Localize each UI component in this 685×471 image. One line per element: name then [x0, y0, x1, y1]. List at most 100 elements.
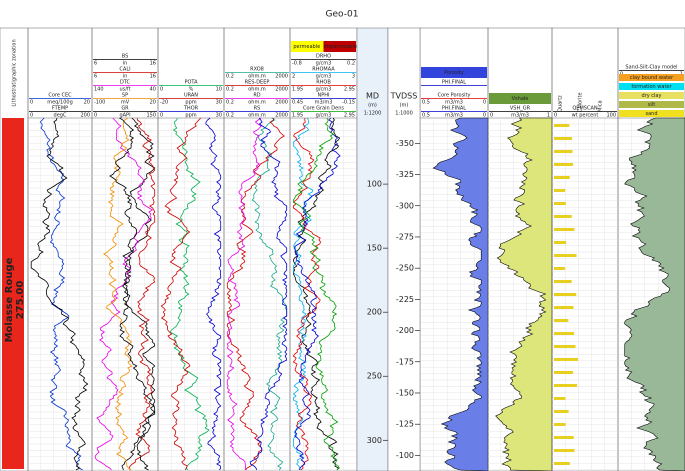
scale-max: -0.15 [342, 100, 355, 106]
sample-bar [554, 176, 570, 179]
legend-label: formation water [631, 84, 672, 90]
curve-trace [292, 117, 341, 471]
scale-max: 0.2 [347, 61, 355, 67]
tick-label: -200 [396, 326, 414, 335]
scale-max: 100 [606, 113, 616, 119]
legend-label: dry clay [642, 93, 662, 99]
fill-texture [495, 117, 553, 471]
legend-box [619, 92, 684, 99]
axis-unit: (m) [368, 103, 377, 109]
scale-max: 200 [80, 113, 90, 119]
tick-label: -125 [396, 420, 414, 429]
curve-trace [94, 117, 154, 471]
curve-name: POTA [184, 80, 198, 86]
sample-bar [554, 449, 575, 452]
scale-min: 1.95 [292, 113, 303, 119]
legend-box [619, 101, 684, 108]
track-frame [617, 27, 685, 471]
scale-max: 20 [150, 100, 156, 106]
scale-max: 30 [216, 113, 222, 119]
axis-label: TVDSS [390, 92, 418, 101]
legend-box [619, 83, 684, 90]
curve-name: RD [253, 93, 260, 99]
scale-min: 1.95 [292, 87, 303, 93]
axis-scale: 1:1000 [395, 111, 413, 117]
tick-label: 300 [367, 436, 382, 445]
sample-bar [554, 462, 570, 465]
track-frame [551, 27, 619, 471]
scale-max: 10 [216, 87, 222, 93]
sample-bar [554, 150, 573, 153]
curve-name: PHI.FINAL [442, 80, 466, 86]
column-label: Chlorite [578, 92, 584, 112]
scale-min: 0 [30, 113, 33, 119]
scale-max: 2.95 [344, 113, 355, 119]
scale-unit: mV [121, 100, 130, 106]
sample-bar [554, 397, 566, 400]
scale-max: 0 [483, 113, 486, 119]
scale-unit: degC [54, 113, 67, 119]
scale-max: 3 [352, 74, 355, 80]
scale-min: 0.2 [226, 87, 234, 93]
curve-name: Core Grain Dens [303, 106, 344, 112]
sample-bar [554, 137, 573, 140]
curve-name: Core Porosity [438, 93, 471, 99]
scale-min: -20 [160, 100, 168, 106]
scale-unit: % [189, 87, 194, 93]
sample-bar [554, 241, 567, 244]
curve-name: DTC [120, 80, 131, 86]
curve-trace [249, 117, 288, 471]
tick-label: 200 [367, 308, 382, 317]
curve-name: BS [122, 54, 129, 60]
curve-name: PHI.FINAL [442, 106, 466, 112]
scale-min: 0.45 [292, 100, 303, 106]
scale-unit: in [123, 61, 128, 67]
tick-label: -300 [396, 201, 414, 210]
tick-label: -275 [396, 232, 414, 241]
scale-max: 2000 [275, 113, 288, 119]
sample-bar [554, 319, 569, 322]
axis-label: MD [366, 92, 379, 101]
curve-trace [226, 117, 262, 471]
scale-unit: g/cm3 [316, 113, 332, 119]
tick-label: -325 [396, 170, 414, 179]
curve-name: VSH_GR [510, 106, 531, 112]
sample-bar [554, 228, 575, 231]
scale-unit: in [123, 74, 128, 80]
curve-trace [205, 117, 222, 471]
scale-unit: wt percent [572, 113, 599, 119]
sample-bar [554, 254, 577, 257]
scale-unit: gAPI [119, 113, 130, 119]
sample-bar [554, 358, 578, 361]
scale-min: 0 [490, 113, 493, 119]
legend-box [489, 93, 551, 104]
scale-min: 0 [160, 87, 163, 93]
sample-bar [554, 306, 574, 309]
scale-unit: m3/m3 [511, 113, 529, 119]
scale-min: 0 [30, 100, 33, 106]
curve-name: RXO8 [250, 67, 264, 73]
scale-min: 140 [94, 87, 104, 93]
scale-min: -0.8 [292, 61, 302, 67]
sample-bar [554, 163, 574, 166]
legend-label: silt [648, 102, 655, 108]
legend-label: Porosity [444, 70, 464, 76]
scale-min: 0 [94, 113, 97, 119]
sample-bar [554, 280, 572, 283]
curve-name: FTEMP [52, 106, 68, 112]
tick-label: 100 [367, 180, 382, 189]
sample-bar [554, 410, 569, 413]
axis-unit: (m) [400, 103, 409, 109]
sample-bar [554, 202, 566, 205]
scale-max: 2000 [275, 74, 288, 80]
legend-box [323, 41, 356, 52]
sample-bar [554, 215, 572, 218]
curve-trace [109, 117, 156, 471]
tick-label: -225 [396, 295, 414, 304]
curve-trace [160, 117, 201, 471]
tick-label: -175 [396, 357, 414, 366]
curve-trace [292, 117, 314, 471]
axis-scale: 1:1200 [364, 111, 382, 117]
scale-max: 40 [150, 87, 156, 93]
legend-label: Vshale [512, 96, 529, 102]
